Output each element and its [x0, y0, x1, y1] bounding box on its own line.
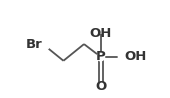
Circle shape [95, 22, 107, 33]
Text: O: O [95, 80, 106, 93]
Circle shape [97, 53, 105, 61]
Circle shape [36, 37, 50, 51]
Text: P: P [96, 50, 106, 63]
Text: OH: OH [89, 27, 112, 40]
Circle shape [97, 82, 105, 90]
Text: OH: OH [124, 50, 147, 63]
Circle shape [118, 51, 130, 63]
Text: Br: Br [26, 38, 43, 51]
